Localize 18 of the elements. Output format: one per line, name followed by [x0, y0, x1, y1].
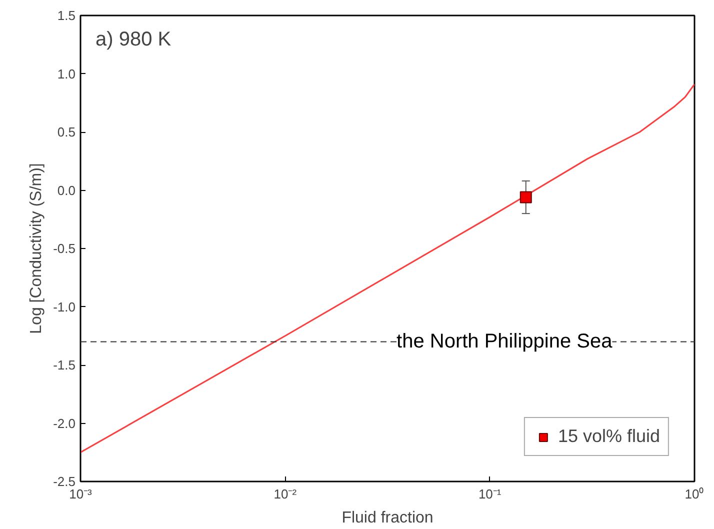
- x-tick-label: 10⁰: [684, 486, 704, 502]
- x-tick-label: 10⁻¹: [478, 486, 502, 502]
- x-axis-title: Fluid fraction: [342, 510, 434, 526]
- legend-label: 15 vol% fluid: [558, 426, 660, 447]
- y-tick-label: 1.5: [57, 8, 76, 23]
- y-tick-label: -2.5: [53, 474, 76, 489]
- ref-line-label: the North Philippine Sea: [396, 330, 614, 353]
- y-tick-label: -1.0: [53, 299, 76, 314]
- annotation: a) 980 K: [96, 28, 172, 50]
- y-tick-label: 0.5: [57, 124, 76, 140]
- y-tick-label: -0.5: [53, 241, 76, 256]
- y-axis-title: Log [Conductivity (S/m)]: [28, 163, 46, 334]
- y-tick-label: -1.5: [53, 358, 76, 372]
- y-tick-label: 0.0: [57, 182, 76, 198]
- y-tick-label: -2.0: [53, 416, 76, 431]
- y-tick-label: 1.0: [57, 66, 76, 82]
- x-tick-label: 10⁻³: [69, 486, 93, 502]
- x-tick-label: 10⁻²: [274, 486, 298, 502]
